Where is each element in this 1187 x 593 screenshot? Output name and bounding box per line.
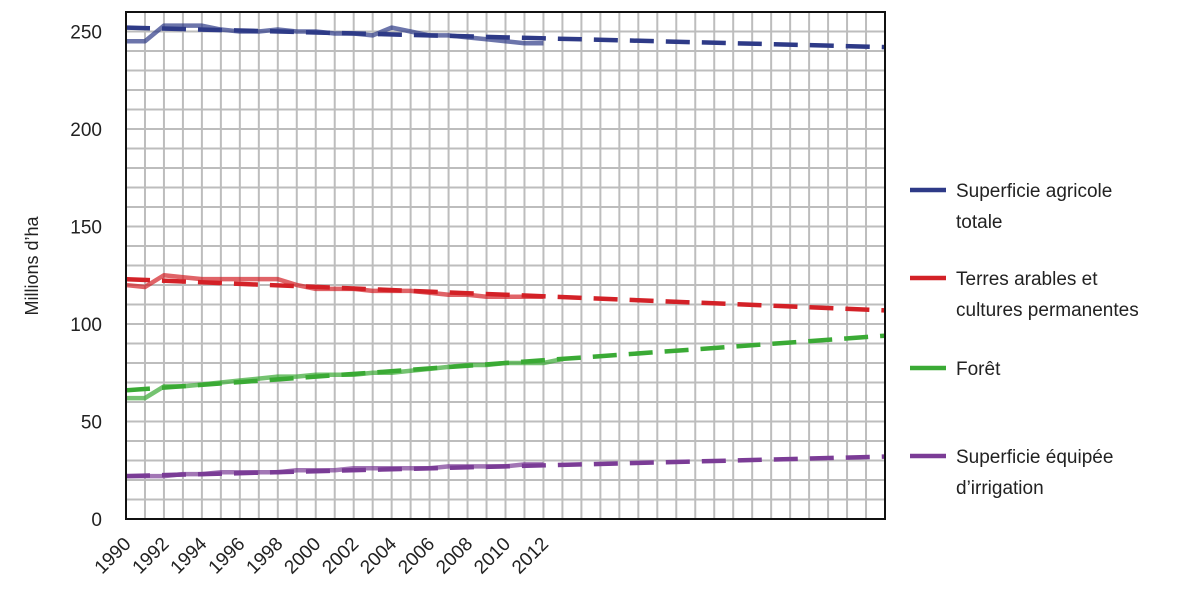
y-tick-label: 100 xyxy=(70,315,102,336)
y-tick-label: 250 xyxy=(70,23,102,44)
y-axis-label: Millions d’ha xyxy=(22,215,42,315)
x-tick-label: 2012 xyxy=(508,534,553,579)
legend-label: Superficie équipée xyxy=(956,447,1113,468)
legend: Superficie agricole totale Terres arables … xyxy=(910,181,1139,499)
x-tick-label: 2002 xyxy=(318,534,363,579)
x-tick-label: 1996 xyxy=(205,534,250,579)
legend-label: d’irrigation xyxy=(956,478,1044,499)
legend-label: totale xyxy=(956,212,1002,233)
series-observed-line xyxy=(126,23,544,46)
plot-frame xyxy=(125,11,886,520)
series-lines xyxy=(125,23,886,479)
x-tick-label: 1994 xyxy=(167,533,212,578)
y-tick-label: 200 xyxy=(70,120,102,141)
x-tick-label: 2000 xyxy=(281,534,326,579)
series-observed-line xyxy=(126,356,563,401)
x-tick-label: 1998 xyxy=(243,534,288,579)
legend-label: Superficie agricole xyxy=(956,181,1112,202)
series-observed-line xyxy=(125,273,544,299)
legend-label: Terres arables et xyxy=(956,269,1098,290)
grid xyxy=(126,12,885,519)
x-tick-label: 2010 xyxy=(470,534,515,579)
y-axis-ticks: 0 50 100 150 200 250 xyxy=(70,23,102,532)
x-tick-label: 2006 xyxy=(394,534,439,579)
x-tick-label: 1992 xyxy=(129,534,174,579)
x-axis-ticks: 1990199219941996199820002002200420062008… xyxy=(91,533,553,578)
y-tick-label: 0 xyxy=(91,510,102,531)
x-tick-label: 2008 xyxy=(432,534,477,579)
series-observed-line xyxy=(126,462,544,479)
legend-label: Forêt xyxy=(956,359,1001,380)
x-tick-label: 1990 xyxy=(91,534,136,579)
legend-label: cultures permanentes xyxy=(956,300,1139,321)
x-tick-label: 2004 xyxy=(356,533,401,578)
y-tick-label: 150 xyxy=(70,218,102,239)
y-tick-label: 50 xyxy=(81,413,102,434)
